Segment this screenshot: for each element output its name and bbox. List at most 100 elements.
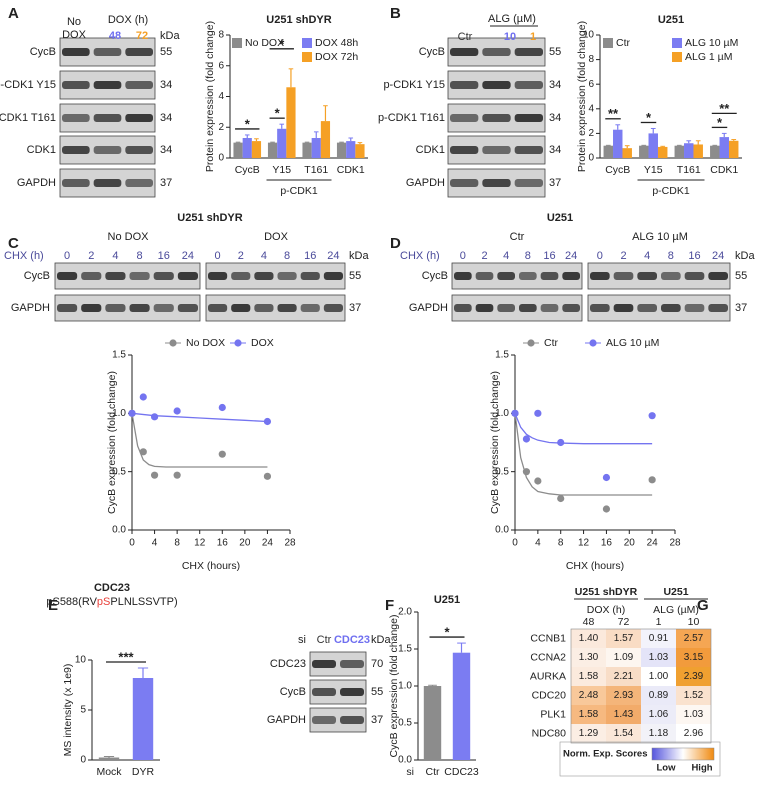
legend-swatch	[302, 52, 312, 62]
time-tick: 16	[688, 250, 700, 262]
x-tick-label: 20	[624, 538, 636, 549]
blot-band	[125, 81, 153, 89]
legend-label: ALG 10 µM	[685, 37, 738, 49]
time-tick: 24	[327, 250, 339, 262]
blot-band	[208, 304, 228, 312]
time-tick: 0	[460, 250, 466, 262]
bar	[719, 137, 729, 158]
blot-band	[208, 272, 228, 280]
bar	[728, 140, 739, 158]
point	[173, 407, 181, 415]
heatmap-cell	[606, 686, 641, 705]
blot-band	[590, 272, 610, 280]
time-tick: 4	[112, 250, 118, 262]
row-label: PLK1	[540, 708, 566, 720]
significance: **	[608, 106, 619, 121]
blot-band	[125, 179, 153, 187]
x-tick-label: CDK1	[710, 164, 738, 176]
legend-marker	[589, 339, 597, 347]
heatmap-cell	[606, 724, 641, 743]
blot-band	[177, 272, 198, 280]
row-label: CDC23	[270, 658, 306, 670]
bar	[98, 757, 120, 760]
y-axis-label: Protein expression (fold change)	[204, 21, 216, 172]
legend-label: No DOX	[186, 337, 225, 349]
cell-value: 1.06	[649, 709, 669, 720]
y-tick-label: 2	[218, 122, 224, 133]
blot-band	[62, 146, 90, 154]
label: kDa	[349, 250, 369, 262]
bar	[648, 133, 658, 158]
row-label: CDK1	[27, 144, 56, 156]
point	[263, 472, 272, 480]
cell-value: 2.39	[684, 671, 704, 682]
cell-value: 1.18	[649, 728, 669, 739]
legend-marker	[169, 339, 177, 347]
bar	[267, 142, 278, 158]
blot-band	[590, 304, 610, 312]
time-label: CHX (h)	[400, 250, 440, 262]
point	[557, 494, 565, 503]
kda: 37	[349, 302, 361, 314]
kda: 37	[549, 177, 561, 189]
y-tick-label: 1.5	[112, 350, 126, 361]
kda: 37	[735, 302, 747, 314]
panel-letter: A	[8, 5, 19, 22]
group-label: ALG 10 µM	[632, 231, 688, 243]
y-tick-label: 6	[588, 79, 594, 90]
lane-label: 1	[530, 31, 536, 43]
point	[648, 476, 656, 484]
time-tick: 8	[284, 250, 290, 262]
cell-value: 2.21	[614, 671, 634, 682]
label: kDa	[735, 250, 755, 262]
blot-band	[105, 272, 126, 280]
blot-band	[81, 272, 102, 280]
point	[263, 417, 272, 426]
blot-band	[514, 81, 543, 89]
legend-label: DOX 48h	[315, 37, 358, 49]
point	[534, 409, 542, 417]
blot-band	[105, 304, 126, 312]
cell-value: 1.00	[649, 671, 669, 682]
blot-band	[254, 272, 274, 280]
blot-band	[514, 146, 543, 154]
row-label: CycB	[419, 46, 445, 58]
legend-label: Ctr	[544, 337, 559, 349]
y-tick-label: 0.5	[495, 466, 509, 477]
heatmap-cell	[676, 629, 711, 648]
blot-band	[231, 272, 251, 280]
blot-band	[708, 272, 728, 280]
blot-band	[125, 48, 153, 56]
panel-letter: D	[390, 235, 401, 252]
time-tick: 4	[261, 250, 267, 262]
label: si	[298, 634, 306, 646]
y-tick-label: 10	[75, 655, 87, 666]
lane-label: 72	[136, 30, 148, 42]
chart-title: U251	[434, 594, 460, 606]
blot-band	[708, 304, 728, 312]
cell-value: 1.58	[579, 671, 599, 682]
blot-band	[540, 304, 559, 312]
blot-band	[62, 81, 90, 89]
row-label: CycB	[422, 270, 448, 282]
bar	[639, 145, 649, 158]
x-axis-label: CHX (hours)	[566, 560, 624, 572]
legend-label: DOX 72h	[315, 51, 358, 63]
blot-band	[450, 114, 479, 122]
row-label: CCNA2	[530, 651, 566, 663]
blot-band	[482, 146, 511, 154]
bar	[622, 148, 632, 158]
time-tick: 0	[215, 250, 221, 262]
point	[648, 412, 656, 420]
x-tick-label: DYR	[132, 766, 155, 778]
blot-band	[300, 272, 320, 280]
significance: *	[279, 36, 285, 51]
x-tick-label: CycB	[605, 164, 630, 176]
blot-frame	[587, 262, 731, 290]
chart-title: U251	[658, 14, 684, 26]
blot-band	[312, 660, 336, 668]
blot-band	[340, 688, 364, 696]
cell-value: 1.52	[684, 690, 704, 701]
group-label: No DOX	[108, 231, 150, 243]
label: DOX (h)	[108, 14, 148, 26]
